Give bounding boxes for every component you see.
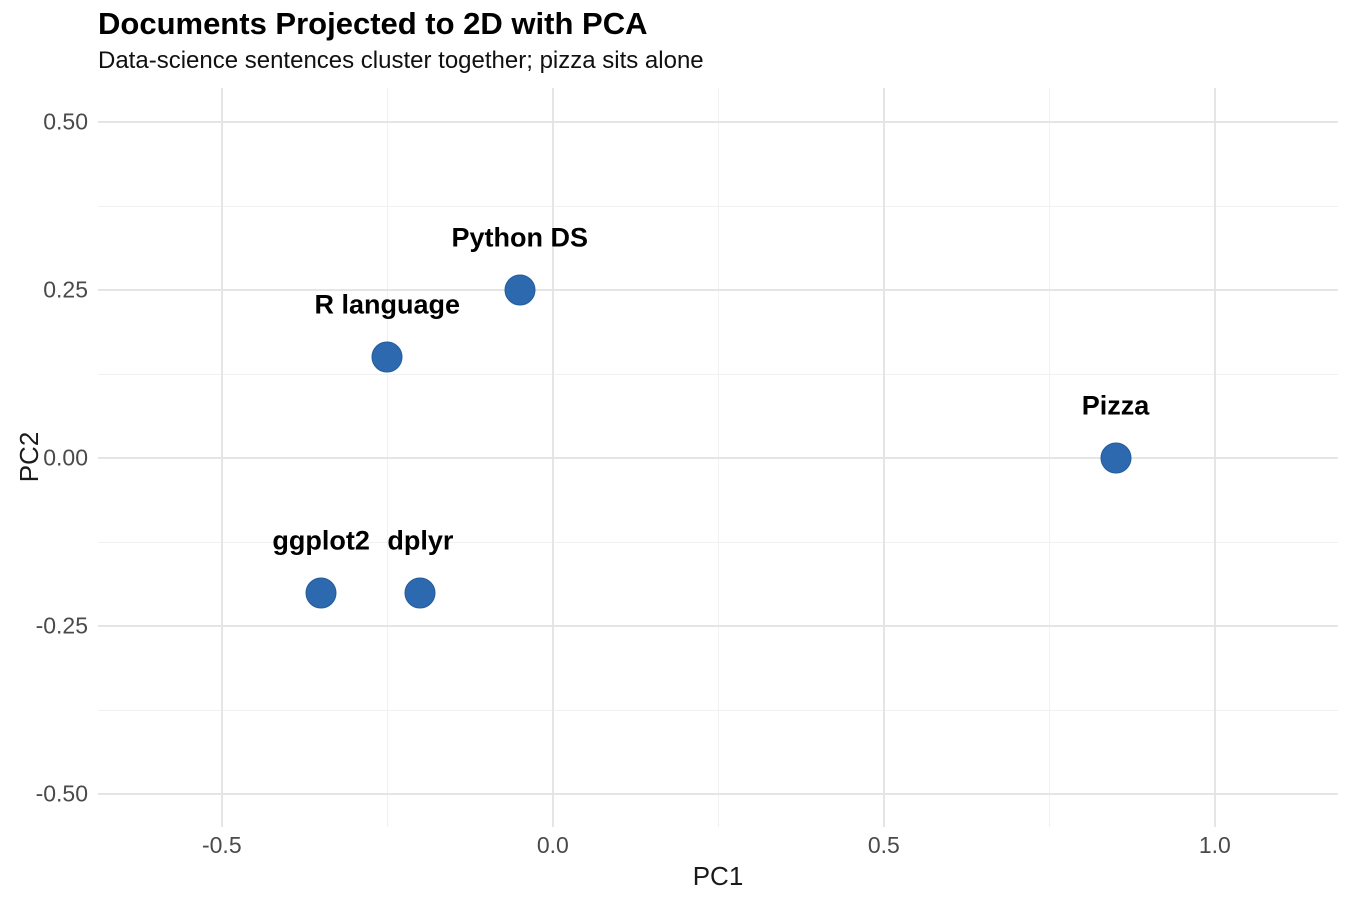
gridline-x-major xyxy=(551,88,554,827)
data-point xyxy=(1100,442,1132,474)
data-point-label: dplyr xyxy=(387,525,454,556)
gridline-y-major xyxy=(98,457,1338,460)
x-tick-label: -0.5 xyxy=(201,832,242,858)
y-tick-label: -0.50 xyxy=(35,780,88,807)
gridline-y-major xyxy=(98,793,1338,796)
x-tick-label: 0.0 xyxy=(536,832,569,858)
y-axis-title: PC2 xyxy=(13,431,44,483)
data-point xyxy=(305,577,337,609)
x-tick-label: 0.5 xyxy=(867,832,900,858)
gridline-y-major xyxy=(98,625,1338,628)
gridline-y-major xyxy=(98,289,1338,292)
gridline-y-major xyxy=(98,121,1338,124)
gridline-x-major xyxy=(1213,88,1216,827)
chart-title: Documents Projected to 2D with PCA xyxy=(98,6,648,41)
data-point xyxy=(504,274,536,306)
gridline-x-major xyxy=(882,88,885,827)
data-point-label: Python DS xyxy=(451,222,588,253)
gridline-x-major xyxy=(220,88,223,827)
y-tick-label: 0.00 xyxy=(43,444,88,471)
data-point-label: R language xyxy=(314,289,461,320)
x-axis-title: PC1 xyxy=(692,861,744,891)
x-tick-label: 1.0 xyxy=(1198,832,1231,858)
chart-subtitle: Data-science sentences cluster together;… xyxy=(98,47,704,74)
data-point xyxy=(371,341,403,373)
y-tick-label: -0.25 xyxy=(35,612,88,639)
data-point-label: Pizza xyxy=(1081,390,1150,421)
y-tick-label: 0.25 xyxy=(43,276,88,303)
data-point-label: ggplot2 xyxy=(272,525,370,556)
plot-panel: Python DS R language Pizza ggplot2 dplyr xyxy=(98,88,1338,827)
y-tick-label: 0.50 xyxy=(43,108,88,135)
data-point xyxy=(404,577,436,609)
